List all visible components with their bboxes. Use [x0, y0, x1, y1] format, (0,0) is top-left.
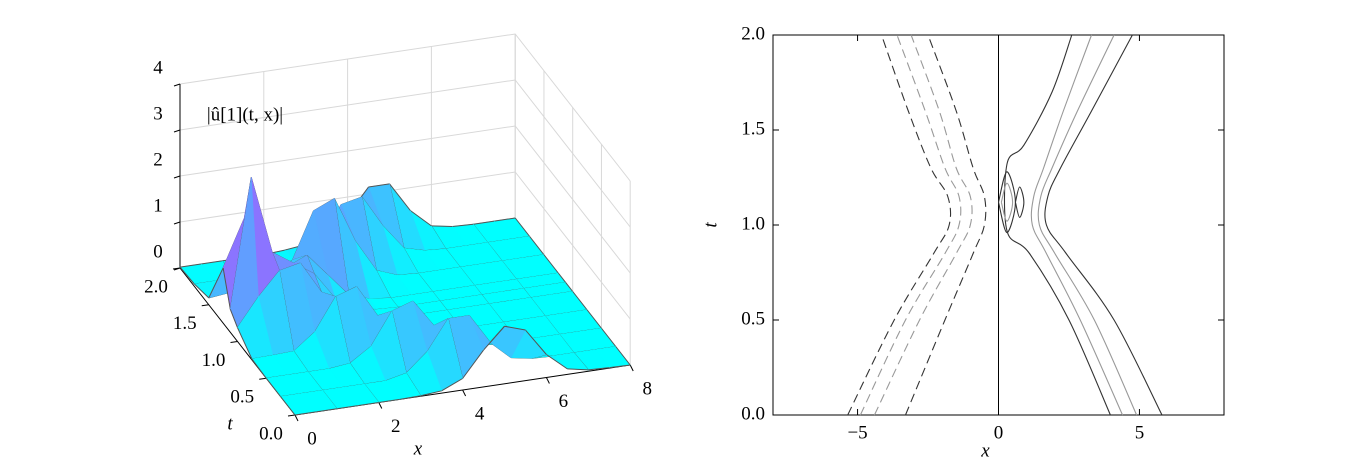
contour-line	[1003, 34, 1111, 416]
mesh-line	[294, 411, 317, 416]
mesh-line	[609, 364, 631, 369]
x-tick-label: 8	[642, 378, 652, 399]
y-tick-label: 1.0	[202, 350, 226, 371]
mesh-line	[208, 267, 224, 299]
z-tick-label: 2	[153, 149, 163, 170]
mesh-line	[378, 398, 400, 403]
mesh-line	[586, 309, 602, 329]
y-tick-label: 1.5	[173, 313, 197, 334]
surface-plot: 0 1 2 3 4 0 2 4 6 8 0.00.51.01.52.0 |û[1](t, x)| x t	[144, 33, 652, 459]
contour-line	[1000, 182, 1014, 222]
contour-line	[997, 171, 1016, 234]
x-tick-label: 6	[559, 391, 569, 412]
mesh-line	[222, 267, 231, 310]
z-tick-label: 4	[153, 57, 163, 78]
z-tick	[173, 175, 181, 179]
mesh-line	[567, 368, 589, 371]
mesh-line	[588, 367, 610, 371]
y-tick	[259, 377, 267, 380]
y-tick	[230, 341, 238, 343]
x-tick	[545, 377, 550, 384]
mesh-line	[441, 378, 463, 392]
contour-plot: −5 0 5 0.0 0.5 1.0 1.5 2.0 x t	[700, 23, 1225, 461]
x-tick-label: 5	[1135, 422, 1145, 443]
contour-line	[1030, 34, 1124, 416]
x-tick-label: 2	[391, 416, 401, 437]
mesh-line	[525, 329, 547, 355]
mesh-line	[179, 263, 202, 268]
mesh-line	[200, 260, 222, 265]
z-tick	[173, 129, 181, 133]
y-tick-label: 1.0	[741, 213, 765, 234]
mesh-line	[229, 309, 238, 328]
x-tick-label: 4	[475, 403, 485, 424]
y-tick-label: 2.0	[144, 276, 168, 297]
y-tick	[172, 267, 181, 270]
contour-line	[904, 34, 987, 416]
mesh-line	[251, 358, 267, 379]
x-label: x	[980, 440, 990, 461]
contour-line	[1037, 34, 1138, 416]
mesh-line	[565, 282, 574, 292]
y-tick	[201, 304, 209, 307]
mesh-line	[315, 408, 337, 413]
x-tick-label: 0	[307, 428, 317, 449]
z-tick-label: 3	[153, 103, 163, 124]
x-tick	[462, 389, 467, 397]
mesh-line	[420, 390, 442, 397]
mesh-line	[572, 291, 588, 311]
mesh-line	[368, 183, 390, 188]
x-tick-label: −5	[847, 422, 867, 443]
mesh-line	[543, 254, 559, 274]
mesh-line	[462, 349, 484, 379]
y-label: t	[700, 222, 721, 228]
mesh-line	[494, 217, 516, 222]
mesh-line	[265, 377, 282, 397]
x-tick	[629, 364, 634, 372]
y-tick-label: 0.0	[741, 403, 765, 424]
mesh-line	[529, 236, 545, 256]
mesh-line	[399, 395, 421, 400]
mesh-line	[280, 396, 296, 416]
mesh-line	[546, 354, 568, 370]
mesh-line	[452, 223, 474, 227]
z-tick-label: 1	[153, 195, 163, 216]
x-label: x	[413, 438, 423, 459]
contour-line	[1044, 34, 1163, 416]
z-label: |û[1](t, x)|	[207, 104, 283, 125]
y-tick-label: 1.5	[741, 118, 765, 139]
y-tick	[287, 414, 296, 417]
y-tick-label: 2.0	[741, 23, 765, 44]
contour-line	[1014, 186, 1025, 218]
z-tick	[173, 221, 181, 225]
y-tick-label: 0.5	[230, 387, 254, 408]
mesh-line	[483, 325, 505, 351]
mesh-line	[410, 210, 432, 227]
contour-line	[859, 34, 962, 416]
y-label: t	[227, 413, 233, 434]
x-tick	[294, 414, 299, 422]
mesh-line	[179, 266, 195, 285]
mesh-line	[557, 272, 566, 283]
contour-line	[873, 34, 973, 416]
z-tick-label: 0	[153, 241, 163, 262]
mesh-line	[336, 405, 358, 410]
mesh-line	[601, 327, 617, 347]
y-tick-label: 0.5	[741, 308, 765, 329]
mesh-line	[504, 325, 526, 331]
mesh-line	[194, 283, 210, 299]
mesh-line	[389, 183, 411, 211]
mesh-line	[237, 327, 253, 360]
x-tick	[378, 402, 383, 409]
x-tick-label: 0	[994, 422, 1004, 443]
mesh-line	[431, 225, 453, 227]
mesh-line	[473, 220, 495, 225]
contour-line	[847, 34, 952, 416]
mesh-line	[357, 402, 379, 407]
mesh-line	[514, 217, 530, 237]
y-tick-label: 0.0	[259, 423, 283, 444]
z-tick	[173, 83, 181, 87]
mesh-line	[615, 346, 631, 366]
